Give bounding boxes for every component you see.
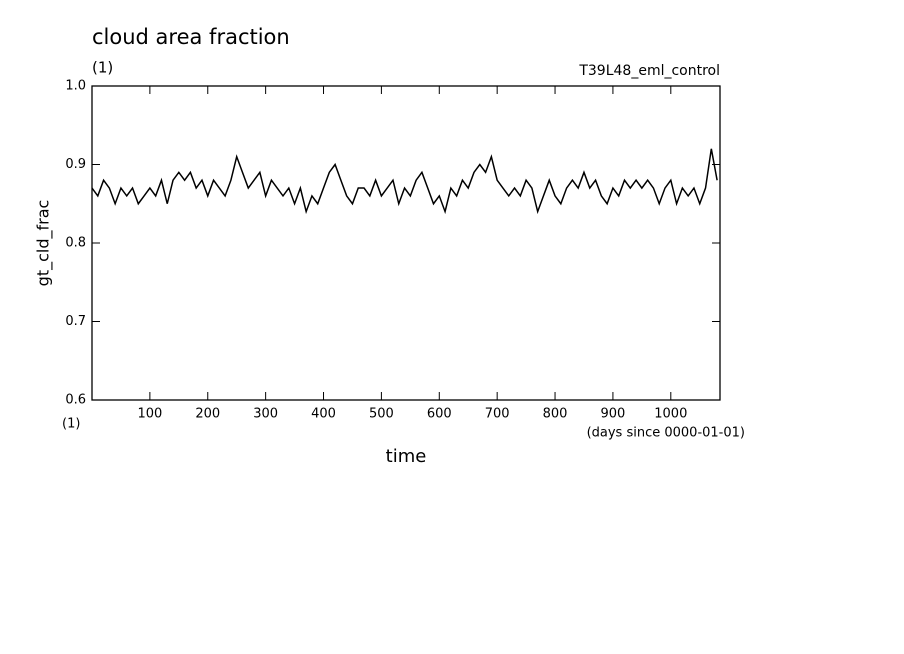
x-tick-label: 1000 [654,407,687,422]
subtitle: (1) [92,59,113,77]
y-tick-label: 0.8 [65,236,86,251]
x-axis-label: time [386,446,427,467]
x-tick-label: 700 [485,407,510,422]
data-line [91,148,718,215]
y-axis-label: gt_cld_frac [34,200,54,287]
x-tick-label: 900 [601,407,626,422]
run-label: T39L48_eml_control [578,63,720,79]
x-tick-label: 300 [253,407,278,422]
y-tick-label: 0.7 [65,314,86,329]
x-tick-label: 500 [369,407,394,422]
plot-frame [91,85,721,401]
x-tick-label: 100 [137,407,162,422]
x-tick-label: 400 [311,407,336,422]
x-tick-label: 800 [543,407,568,422]
x-tick-label: 200 [195,407,220,422]
chart-title: cloud area fraction [92,25,290,49]
y-tick-label: 0.9 [65,157,86,172]
y-tick-label: 0.6 [65,393,86,408]
x-unit: (days since 0000-01-01) [587,426,745,441]
y-unit: (1) [62,417,80,432]
y-tick-label: 1.0 [65,79,86,94]
x-tick-label: 600 [427,407,452,422]
